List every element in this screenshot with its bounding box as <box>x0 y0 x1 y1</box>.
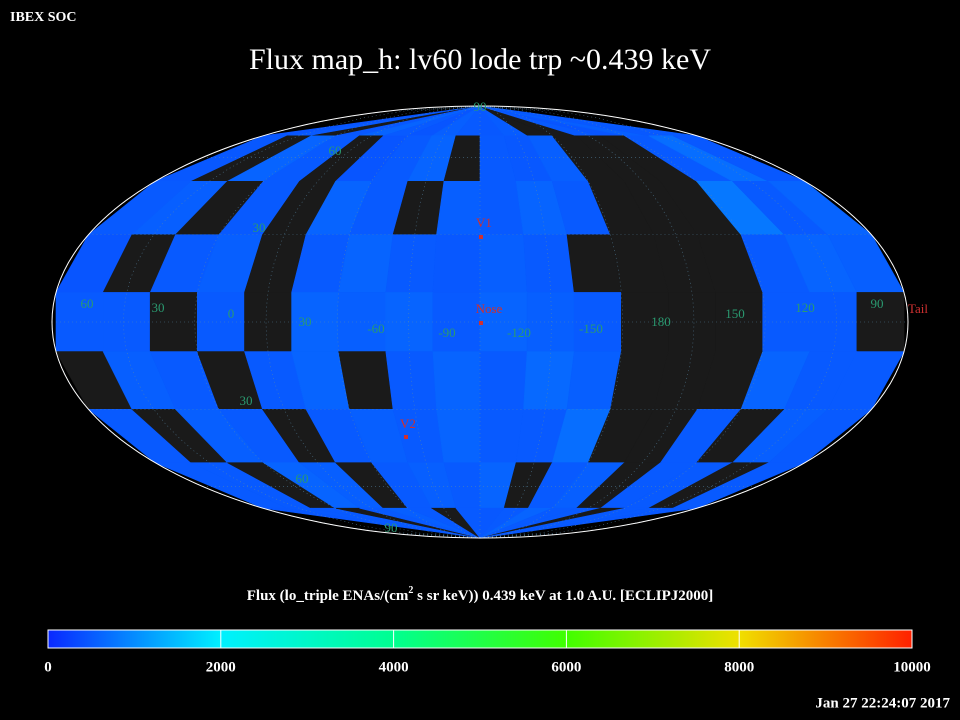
map-cell <box>526 292 575 352</box>
marker-dot <box>404 435 408 439</box>
graticule <box>123 105 481 539</box>
lon-label: 60 <box>81 296 94 311</box>
map-outline <box>51 105 909 539</box>
marker-label: Nose <box>476 301 503 316</box>
colorbar-tick-label: 0 <box>44 659 52 675</box>
map-cell <box>432 351 481 410</box>
lon-label: 150 <box>725 306 745 321</box>
lon-label: 30 <box>299 314 312 329</box>
map-cell <box>385 351 437 410</box>
header: IBEX SOC <box>10 10 77 25</box>
colorbar-tick-label: 8000 <box>724 659 754 675</box>
lon-label: 180 <box>651 314 671 329</box>
marker-label: V1 <box>476 215 492 230</box>
map-cell <box>479 351 528 410</box>
lat-label: 90 <box>474 99 487 114</box>
lon-label: -60 <box>367 321 384 336</box>
lon-label: 90 <box>871 296 884 311</box>
chart-title: Flux map_h: lv60 lode trp ~0.439 keV <box>249 43 711 76</box>
graticule <box>408 105 481 539</box>
map-cell <box>385 234 437 293</box>
lon-label: -90 <box>438 325 455 340</box>
graticule <box>479 105 552 539</box>
colorbar-label-part: s sr keV)) 0.439 keV at 1.0 A.U. [ECLIPJ… <box>413 588 713 604</box>
map-cell <box>715 292 764 352</box>
colorbar-label-part: Flux (lo_triple ENAs/(cm <box>247 588 409 604</box>
graticule <box>479 105 695 539</box>
marker-dot <box>479 235 483 239</box>
colorbar-tick-label: 2000 <box>206 659 236 675</box>
marker-label: V2 <box>400 416 416 431</box>
lat-label: 30 <box>253 220 266 235</box>
lon-label: 30 <box>152 300 165 315</box>
lon-label: 0 <box>228 306 235 321</box>
colorbar <box>47 629 913 649</box>
colorbar-label-sup: 2 <box>408 585 413 596</box>
map-cell <box>432 234 481 293</box>
lon-label: -150 <box>579 321 603 336</box>
graticule <box>479 105 766 539</box>
lat-label: 60 <box>296 471 309 486</box>
lon-label: -120 <box>507 325 531 340</box>
map-cell <box>436 181 481 235</box>
graticule <box>265 105 481 539</box>
colorbar-tick-label: 10000 <box>893 659 931 675</box>
lat-label: 90 <box>385 520 398 535</box>
lon-label: 120 <box>795 300 815 315</box>
map-cell <box>436 408 481 464</box>
map-cell <box>523 234 575 293</box>
colorbar-tick-label: 4000 <box>379 659 409 675</box>
lat-label: 60 <box>329 143 342 158</box>
map-cell <box>479 234 528 293</box>
graticule <box>479 105 623 539</box>
map <box>51 105 909 539</box>
map-cell <box>523 351 575 410</box>
colorbar-tick-label: 6000 <box>551 659 581 675</box>
marker-dot <box>479 321 483 325</box>
timestamp: Jan 27 22:24:07 2017 <box>815 695 950 711</box>
graticule <box>337 105 481 539</box>
colorbar-label: Flux (lo_triple ENAs/(cm2 s sr keV)) 0.4… <box>247 585 714 604</box>
map-cell <box>102 292 151 352</box>
lat-label: 30 <box>240 393 253 408</box>
marker-label: Tail <box>908 301 928 316</box>
